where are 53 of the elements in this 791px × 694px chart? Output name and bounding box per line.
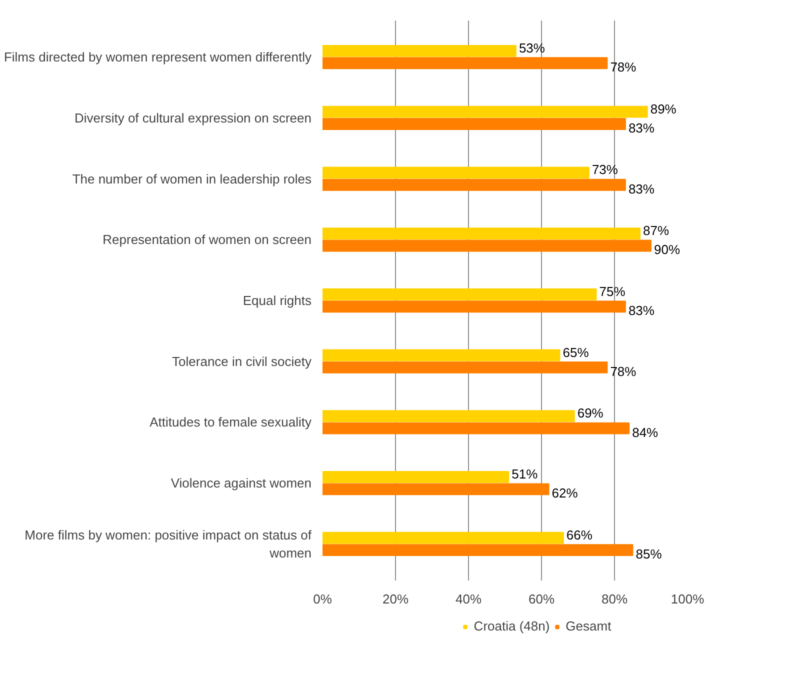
y-tick-label: Films directed by women represent women differently	[4, 50, 312, 65]
data-label: 69%	[577, 406, 604, 421]
data-label: 84%	[632, 424, 659, 440]
data-label: 87%	[643, 223, 670, 238]
bar	[322, 118, 626, 130]
data-label: 66%	[566, 527, 593, 542]
bar	[322, 228, 641, 240]
data-label: 78%	[610, 364, 637, 379]
x-tick-label: 0%	[313, 592, 332, 606]
bar	[322, 422, 630, 434]
y-tick-label: Violence against women	[170, 476, 312, 491]
legend-label: Croatia (48n)	[474, 618, 550, 634]
bar	[322, 44, 516, 57]
bar	[322, 483, 550, 496]
x-tick-label: 60%	[528, 592, 555, 606]
bar	[322, 532, 564, 544]
x-tick-label: 40%	[455, 592, 482, 606]
bar	[322, 361, 608, 374]
data-label: 83%	[628, 181, 655, 196]
data-label: 53%	[518, 40, 546, 56]
y-tick-label: More films by women: positive impact on status of women	[24, 527, 312, 560]
x-tick-label: 80%	[601, 592, 628, 606]
data-label: 85%	[636, 546, 662, 562]
bar	[322, 240, 652, 252]
data-label: 62%	[552, 486, 578, 501]
data-label: 73%	[592, 162, 618, 178]
bar	[322, 471, 510, 483]
data-label: 65%	[562, 344, 590, 360]
bar	[322, 349, 560, 362]
data-label: 83%	[628, 303, 655, 318]
data-label: 75%	[599, 284, 626, 299]
bar	[322, 166, 590, 179]
x-tick-label: 100%	[670, 592, 705, 606]
bar	[322, 288, 597, 300]
data-label: 78%	[610, 60, 637, 75]
bar	[322, 410, 575, 422]
data-label: 89%	[650, 101, 677, 116]
bar	[322, 57, 608, 70]
x-tick-label: 20%	[382, 592, 409, 606]
bar	[322, 300, 626, 313]
bar	[322, 544, 634, 556]
bar	[322, 106, 648, 118]
legend-label: Gesamt	[566, 618, 612, 634]
y-tick-label: Attitudes to female sexuality	[150, 414, 312, 430]
y-tick-label: Tolerance in civil society	[172, 354, 312, 369]
bar	[322, 178, 626, 191]
y-tick-label: The number of women in leadership roles	[72, 171, 312, 186]
y-tick-label: Diversity of cultural expression on screen	[74, 110, 312, 126]
y-tick-label: Equal rights	[242, 293, 312, 308]
data-label: 90%	[654, 242, 680, 258]
data-label: 51%	[512, 466, 538, 482]
data-label: 83%	[628, 120, 655, 136]
y-tick-label: Representation of women on screen	[102, 232, 312, 248]
